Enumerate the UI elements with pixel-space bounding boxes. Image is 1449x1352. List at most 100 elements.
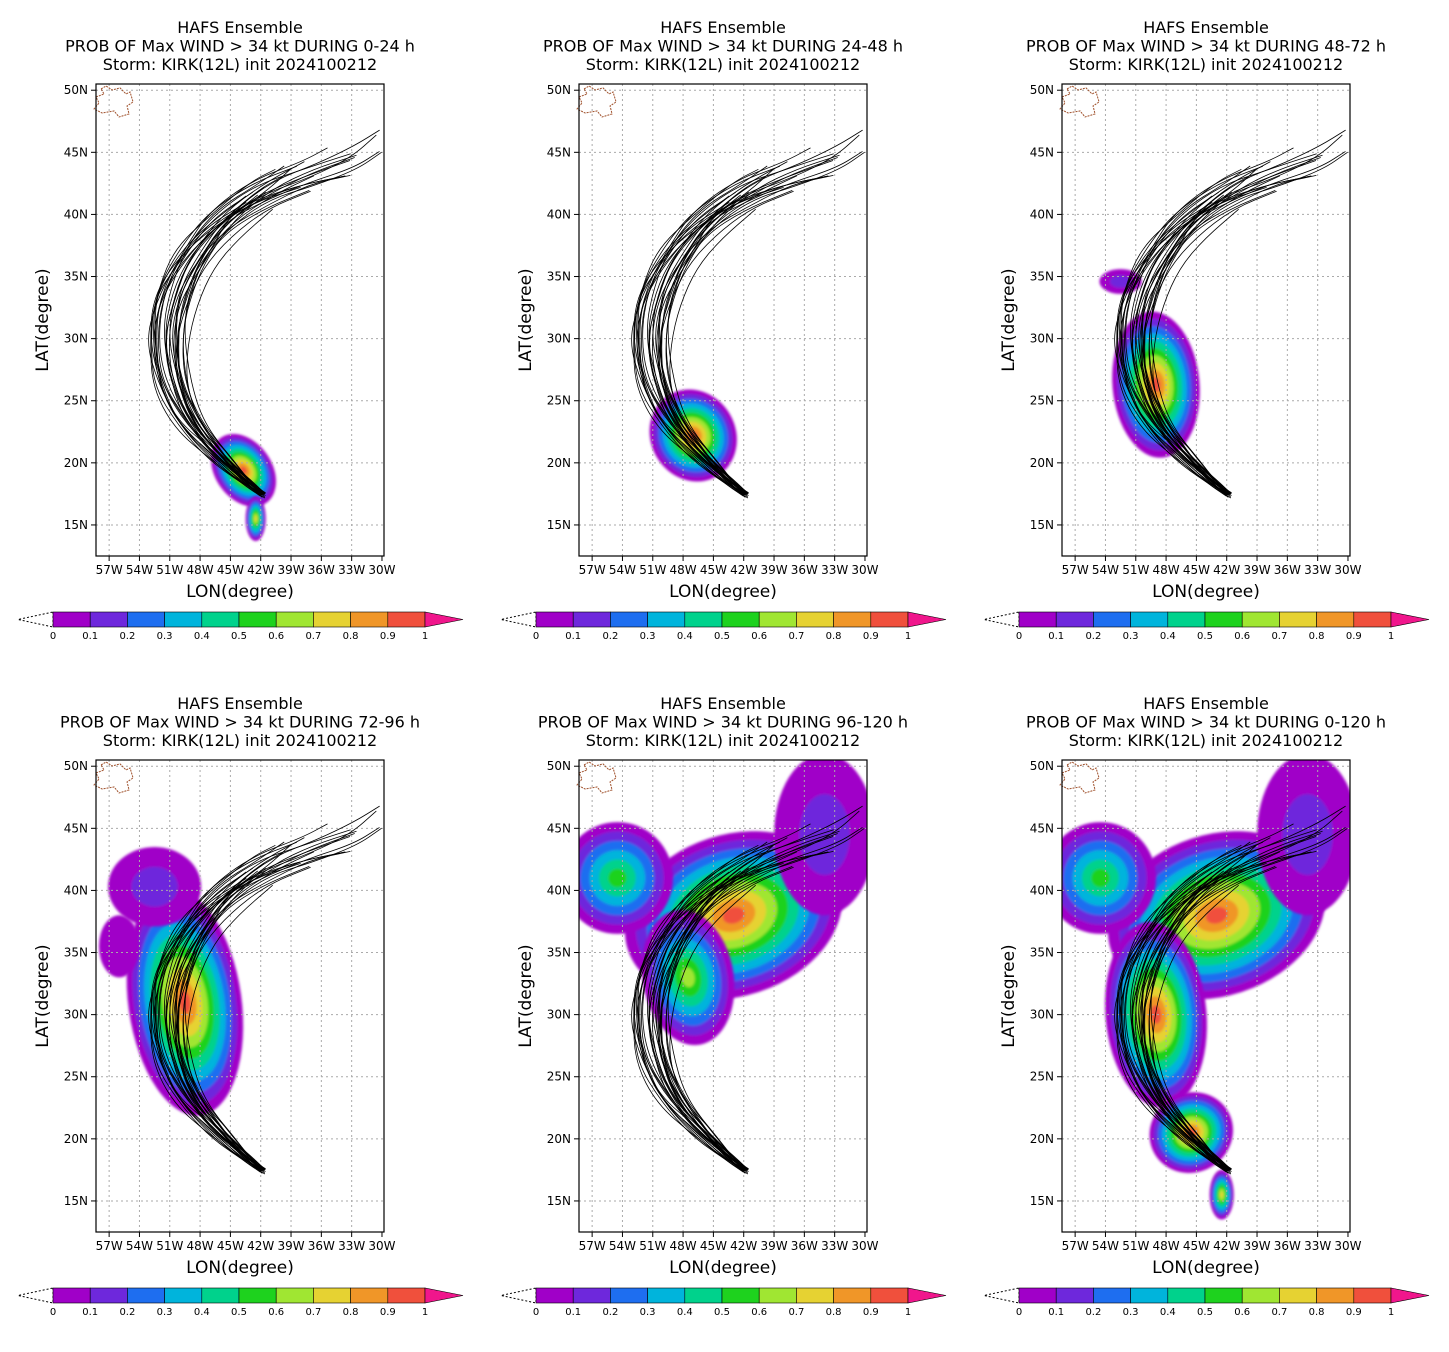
colorbar-label: 0.3	[157, 1307, 173, 1318]
colorbar-label: 0.1	[565, 1307, 581, 1318]
colorbar-swatch	[1241, 1287, 1280, 1304]
track-line-22	[639, 863, 784, 1172]
heatmap-band	[99, 915, 140, 978]
colorbar-swatch	[833, 1287, 872, 1304]
x-tick-label: 39W	[1243, 1239, 1270, 1253]
x-tick-label: 51W	[156, 1239, 183, 1253]
colorbar-label: 0.9	[380, 1307, 396, 1318]
heatmap-band	[1091, 868, 1110, 888]
y-tick-label: 25N	[1030, 394, 1054, 408]
x-tick-label: 36W	[1274, 563, 1301, 577]
colorbar-swatch	[1018, 1287, 1057, 1304]
x-tick-label: 48W	[1153, 563, 1180, 577]
y-tick-label: 40N	[1030, 883, 1054, 897]
y-axis-label: LAT(degree)	[516, 268, 536, 371]
y-tick-label: 40N	[547, 207, 571, 221]
colorbar-label: 0	[1016, 631, 1022, 642]
y-tick-label: 15N	[547, 518, 571, 532]
x-axis-label: LON(degree)	[669, 1258, 777, 1278]
track-line-12	[665, 830, 840, 1170]
x-axis-label: LON(degree)	[1152, 582, 1260, 602]
colorbar: 0 0.1 0.2 0.3 0.4 0.5 0.6 0.7 0.8 0.9 1	[17, 1287, 464, 1318]
x-tick-label: 36W	[791, 1239, 818, 1253]
colorbar-label: 0.9	[1346, 1307, 1362, 1318]
colorbar-swatch	[238, 611, 277, 628]
colorbar-label: 0.7	[305, 631, 321, 642]
colorbar-over-triangle	[907, 611, 947, 628]
colorbar-label: 0.9	[380, 631, 396, 642]
x-tick-label: 30W	[851, 563, 878, 577]
heatmap-blob-4	[1209, 1169, 1234, 1220]
colorbar-swatch	[1167, 1287, 1206, 1304]
x-tick-label: 48W	[187, 563, 214, 577]
x-tick-label: 33W	[821, 563, 848, 577]
x-tick-label: 51W	[1122, 563, 1149, 577]
chart-title-line-1: HAFS Ensemble	[177, 18, 303, 37]
x-axis-label: LON(degree)	[186, 582, 294, 602]
colorbar-swatch	[1055, 1287, 1094, 1304]
x-tick-label: 42W	[1213, 1239, 1240, 1253]
chart-title-line-2: PROB OF Max WIND > 34 kt DURING 24-48 h	[543, 37, 903, 56]
track-line-20	[1142, 157, 1321, 494]
coastline	[576, 761, 617, 794]
colorbar-swatch	[164, 1287, 203, 1304]
colorbar-swatch	[350, 611, 389, 628]
y-tick-label: 50N	[547, 759, 571, 773]
colorbar-swatch	[1353, 1287, 1392, 1304]
track-line-26	[178, 151, 382, 493]
colorbar-over-triangle	[424, 611, 464, 628]
colorbar-label: 0.5	[1197, 1307, 1213, 1318]
track-line-12	[1148, 830, 1323, 1170]
grid-lines	[96, 84, 384, 556]
y-tick-label: 30N	[1030, 332, 1054, 346]
x-tick-label: 39W	[760, 1239, 787, 1253]
y-tick-label: 45N	[547, 821, 571, 835]
heatmap-blob-2	[641, 909, 735, 1046]
colorbar-label: 0.4	[677, 1307, 693, 1318]
track-line-20	[659, 833, 838, 1170]
colorbar-under-triangle	[17, 1287, 54, 1304]
heatmap	[211, 433, 276, 542]
y-tick-label: 20N	[1030, 1132, 1054, 1146]
colorbar-over-triangle	[907, 1287, 947, 1304]
track-line-12	[665, 154, 840, 494]
colorbar-swatch	[275, 611, 314, 628]
x-tick-label: 39W	[760, 563, 787, 577]
colorbar-label: 0.5	[231, 631, 247, 642]
x-tick-label: 54W	[609, 563, 636, 577]
y-tick-label: 25N	[64, 1070, 88, 1084]
heatmap-band	[608, 868, 627, 888]
heatmap-band	[799, 794, 850, 875]
heatmap-blob-4	[774, 760, 867, 916]
colorbar-swatch	[758, 1287, 797, 1304]
track-line-23	[174, 810, 377, 1171]
plot-frame	[578, 83, 868, 557]
colorbar-label: 0.4	[1160, 631, 1176, 642]
colorbar-swatch	[1204, 1287, 1243, 1304]
colorbar-over-triangle	[424, 1287, 464, 1304]
x-tick-label: 57W	[96, 563, 123, 577]
coastline	[93, 761, 134, 794]
chart-title-line-3: Storm: KIRK(12L) init 2024100212	[1069, 731, 1343, 750]
x-tick-label: 33W	[821, 1239, 848, 1253]
chart-title-line-3: Storm: KIRK(12L) init 2024100212	[103, 55, 377, 74]
chart-title-line-3: Storm: KIRK(12L) init 2024100212	[586, 731, 860, 750]
x-tick-label: 48W	[670, 1239, 697, 1253]
colorbar-label: 0.1	[1048, 1307, 1064, 1318]
colorbar-swatch	[647, 1287, 686, 1304]
colorbar-swatch	[387, 611, 426, 628]
track-line-28	[659, 190, 794, 493]
x-tick-label: 57W	[579, 1239, 606, 1253]
colorbar-swatch	[1279, 1287, 1317, 1304]
track-line-25	[155, 823, 328, 1171]
colorbar-label: 1	[422, 631, 428, 642]
heatmap	[579, 760, 867, 1046]
chart-panel-2: HAFS Ensemble PROB OF Max WIND > 34 kt DU…	[483, 0, 966, 676]
colorbar-label: 0.5	[1197, 631, 1213, 642]
track-line-25	[1121, 823, 1294, 1171]
x-tick-label: 45W	[217, 563, 244, 577]
colorbar-swatch	[1130, 1287, 1169, 1304]
track-line-22	[156, 863, 301, 1172]
colorbar-label: 0.6	[1234, 631, 1250, 642]
x-tick-label: 30W	[1334, 1239, 1361, 1253]
